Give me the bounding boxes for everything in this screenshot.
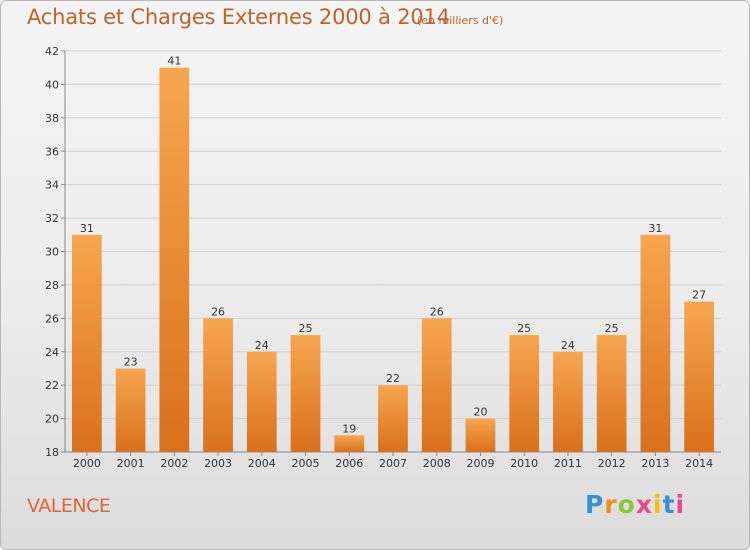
bar	[640, 234, 671, 452]
x-tick-label: 2004	[248, 457, 276, 470]
logo-letter: r	[604, 490, 618, 519]
x-tick-label: 2000	[73, 457, 101, 470]
bar-value-label: 20	[473, 406, 487, 419]
logo-letter: o	[617, 490, 636, 519]
y-tick-label: 42	[45, 45, 59, 58]
x-tick-label: 2006	[335, 457, 363, 470]
x-tick-label: 2011	[554, 457, 582, 470]
bar-value-label: 22	[386, 372, 400, 385]
y-tick-label: 24	[45, 346, 59, 359]
bar	[71, 234, 102, 452]
proxiti-logo: Proxiti	[585, 490, 685, 519]
bar	[159, 67, 190, 452]
x-tick-label: 2009	[466, 457, 494, 470]
y-tick-label: 22	[45, 379, 59, 392]
bar-value-label: 24	[255, 339, 269, 352]
y-tick-label: 34	[45, 179, 59, 192]
bar	[684, 301, 715, 452]
x-tick-label: 2003	[204, 457, 232, 470]
y-tick-label: 28	[45, 279, 59, 292]
bar-value-label: 41	[167, 55, 181, 68]
bar-value-label: 19	[342, 422, 356, 435]
bar-value-label: 31	[80, 222, 94, 235]
bar-value-label: 25	[605, 322, 619, 335]
x-tick-label: 2007	[379, 457, 407, 470]
y-tick-label: 26	[45, 312, 59, 325]
chart-title: Achats et Charges Externes 2000 à 2014	[27, 5, 450, 29]
x-tick-label: 2001	[117, 457, 145, 470]
bar-value-label: 26	[430, 305, 444, 318]
bar	[246, 351, 277, 452]
y-tick-label: 30	[45, 246, 59, 259]
logo-letter: i	[675, 490, 686, 519]
bar-value-label: 23	[124, 355, 138, 368]
bar	[596, 335, 627, 452]
bar	[465, 418, 496, 452]
bar	[509, 335, 540, 452]
chart-unit: (en milliers d'€)	[417, 14, 504, 27]
place-name: VALENCE	[27, 495, 111, 517]
bar	[290, 335, 321, 452]
bar	[553, 351, 583, 452]
x-tick-label: 2002	[160, 457, 188, 470]
logo-letter: P	[585, 490, 605, 519]
y-tick-label: 20	[45, 413, 59, 426]
logo-letter: i	[653, 490, 663, 519]
x-tick-label: 2010	[510, 457, 538, 470]
bar-value-label: 31	[648, 222, 662, 235]
y-tick-label: 38	[45, 112, 59, 125]
y-tick-label: 32	[45, 212, 59, 225]
bar	[421, 318, 452, 452]
y-tick-label: 18	[45, 446, 59, 459]
x-tick-label: 2012	[598, 457, 626, 470]
bar	[378, 385, 408, 452]
logo-letter: x	[635, 490, 653, 519]
bar-value-label: 27	[692, 289, 706, 302]
x-tick-label: 2008	[423, 457, 451, 470]
logo-letter: t	[662, 490, 676, 519]
bar	[203, 318, 233, 452]
bar-value-label: 25	[299, 322, 313, 335]
x-tick-label: 2013	[641, 457, 669, 470]
bar-value-label: 24	[561, 339, 575, 352]
bar-value-label: 26	[211, 305, 225, 318]
y-tick-label: 40	[45, 78, 59, 91]
bar-value-label: 25	[517, 322, 531, 335]
x-tick-label: 2005	[292, 457, 320, 470]
y-tick-label: 36	[45, 145, 59, 158]
bar	[115, 368, 146, 452]
x-tick-label: 2014	[685, 457, 713, 470]
bar	[334, 435, 365, 452]
